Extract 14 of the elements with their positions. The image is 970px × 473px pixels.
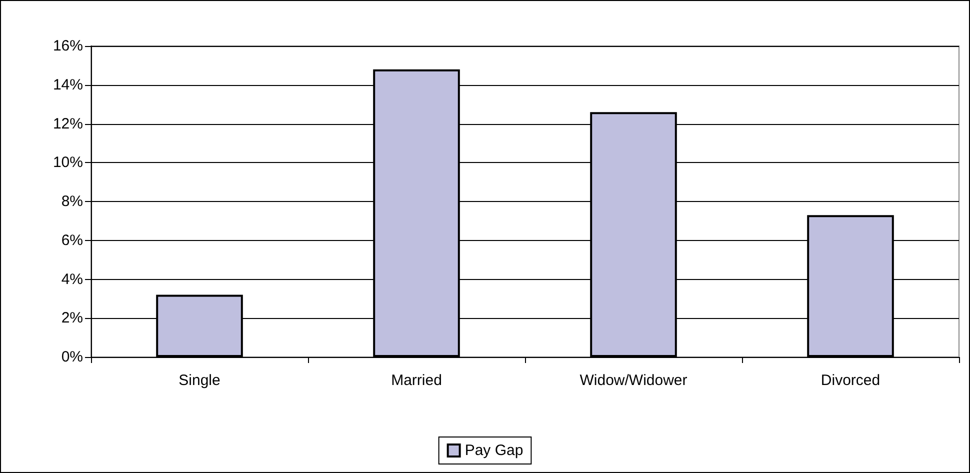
y-tick-label: 8% [61,193,83,210]
y-tick-label: 10% [52,154,83,172]
x-tick-label: Married [391,372,442,389]
y-tick-label: 12% [52,115,83,132]
y-tick-label: 14% [52,76,83,94]
y-tick-label: 4% [61,270,83,288]
y-tick-label: 0% [61,348,83,366]
legend-label: Pay Gap [464,442,524,459]
y-tick-label: 6% [61,232,83,249]
x-tick-label: Single [178,372,220,389]
x-tick-label: Widow/Widower [580,372,688,389]
y-tick-label: 16% [52,38,83,54]
x-tick-label: Divorced [820,372,880,389]
y-tick-label: 2% [61,310,83,327]
